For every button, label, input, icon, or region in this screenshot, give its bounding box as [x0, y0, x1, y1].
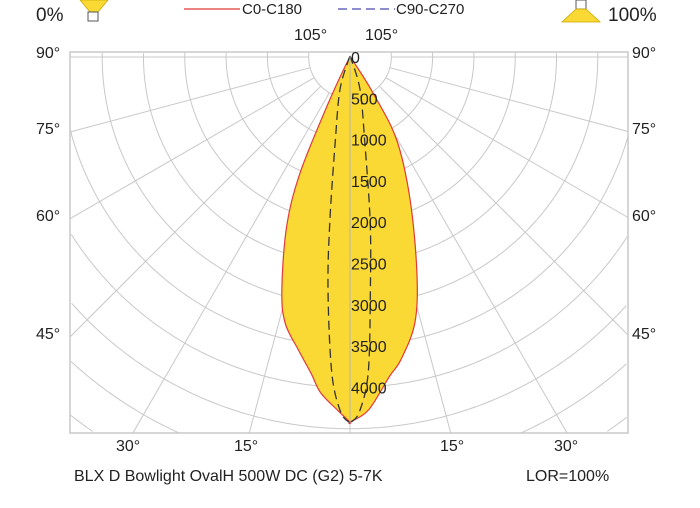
angle-label-left-75: 75° — [36, 121, 60, 138]
radial-tick-label: 4000 — [351, 380, 387, 397]
radial-tick-label: 0 — [351, 50, 360, 67]
radial-tick-label: 3000 — [351, 298, 387, 315]
angle-label-bottom-30-left: 30° — [116, 438, 140, 455]
radial-tick-label: 2500 — [351, 257, 387, 274]
angle-label-top-right: 105° — [365, 27, 398, 44]
grid-ring — [70, 234, 628, 388]
grid-ring — [69, 129, 629, 347]
angle-label-bottom-15-right: 15° — [440, 438, 464, 455]
downlight-0pct-icon — [79, 0, 109, 22]
header-right-pct: 100% — [608, 5, 657, 26]
radial-tick-label: 1500 — [351, 174, 387, 191]
radial-tick-label: 1000 — [351, 133, 387, 150]
angle-label-right-60: 60° — [632, 208, 656, 225]
grid-radial-line — [69, 67, 311, 133]
lor-label: LOR=100% — [526, 468, 609, 485]
luminaire-title: BLX D Bowlight OvalH 500W DC (G2) 5-7K — [74, 468, 383, 485]
uplight-100pct-icon — [560, 0, 602, 23]
angle-label-left-60: 60° — [36, 208, 60, 225]
series-c90-c270-curve — [327, 55, 372, 425]
radial-tick-label: 2000 — [351, 215, 387, 232]
radial-tick-label: 3500 — [351, 339, 387, 356]
angle-label-left-45: 45° — [36, 326, 60, 343]
radial-tick-label: 500 — [351, 91, 378, 108]
grid-radial-line — [132, 92, 330, 434]
grid-ring — [71, 302, 627, 430]
angle-label-left-90: 90° — [36, 45, 60, 62]
grid-radial-line — [69, 77, 315, 220]
legend-label-c90: C90-C270 — [396, 1, 464, 18]
angle-label-right-45: 45° — [632, 326, 656, 343]
plot-frame — [69, 51, 629, 434]
radial-tick-labels: 0 500 1000 1500 2000 2500 3000 3500 4000 — [351, 50, 387, 397]
grid-ring — [69, 414, 627, 432]
angle-label-right-75: 75° — [632, 121, 656, 138]
angle-label-bottom-15-left: 15° — [234, 438, 258, 455]
grid-radial-line — [385, 77, 629, 218]
grid-radial-line — [378, 85, 629, 336]
grid-radial-line — [389, 67, 629, 132]
angle-label-top-left: 105° — [294, 27, 327, 44]
grid-radial-line — [370, 92, 568, 434]
curves — [281, 55, 418, 425]
grid-radial-line — [69, 85, 322, 338]
grid-ring — [70, 361, 627, 434]
angle-label-bottom-30-right: 30° — [554, 438, 578, 455]
angle-label-right-90: 90° — [632, 45, 656, 62]
legend-label-c0: C0-C180 — [242, 1, 302, 18]
header-left-pct: 0% — [36, 5, 64, 26]
